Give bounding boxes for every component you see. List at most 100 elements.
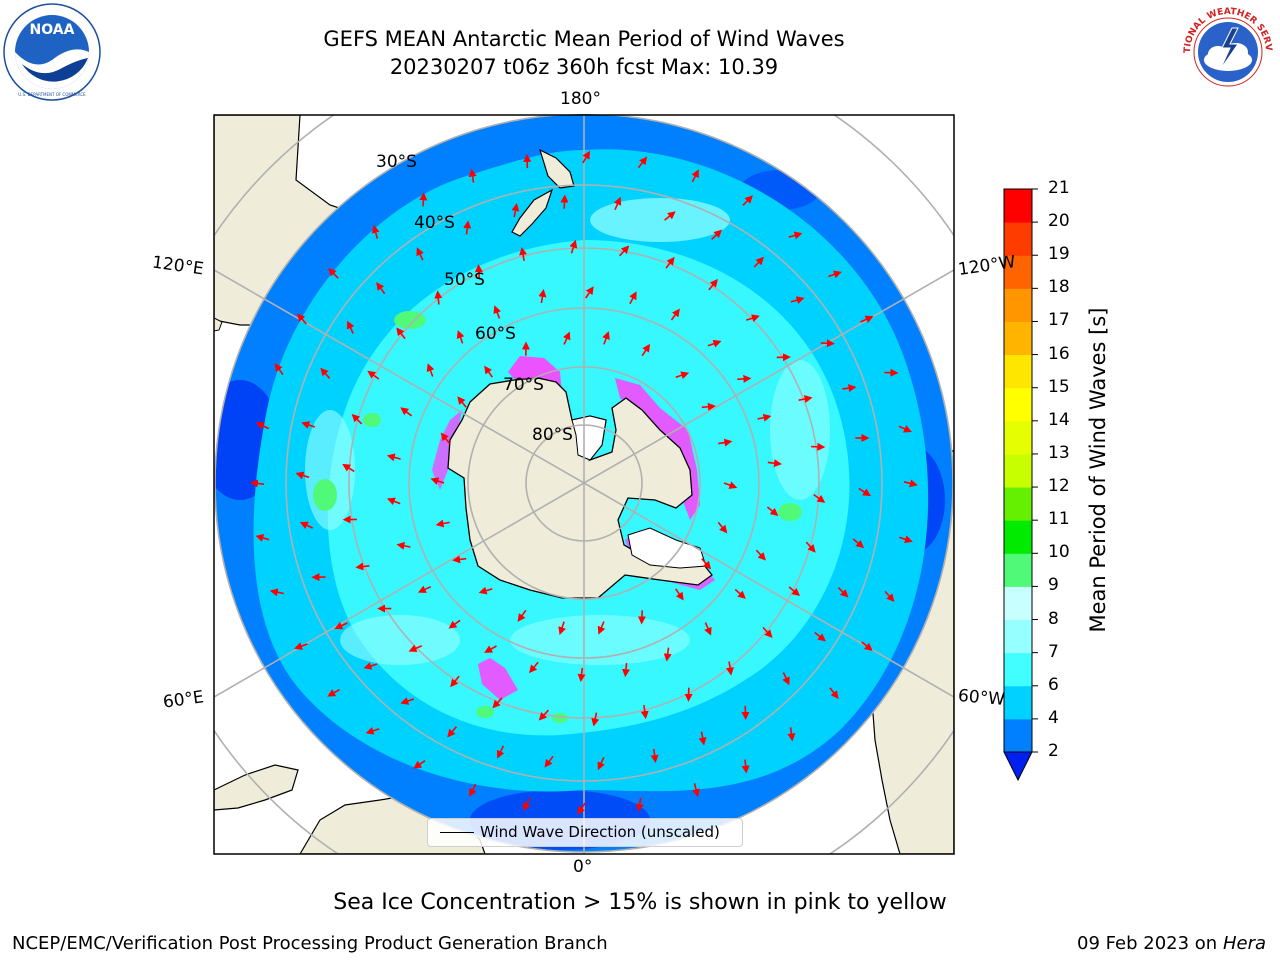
wave-direction-arrow: [452, 555, 467, 564]
wave-direction-arrow: [447, 726, 458, 738]
lat-label-70s: 70°S: [503, 375, 544, 395]
colorbar-segment: [1004, 321, 1032, 356]
wave-direction-arrow: [274, 363, 284, 376]
wave-direction-arrow: [523, 797, 531, 811]
wave-direction-arrow: [430, 477, 445, 485]
wave-direction-arrow: [665, 256, 675, 269]
wave-direction-arrow: [295, 471, 310, 480]
colorbar-segment: [1004, 553, 1032, 587]
wave-direction-arrow: [365, 727, 380, 735]
wave-direction-arrow: [746, 314, 760, 322]
wave-direction-arrow: [434, 290, 443, 305]
wave-direction-arrow: [342, 463, 355, 473]
wave-direction-arrow: [417, 585, 432, 593]
wave-direction-arrow: [635, 797, 644, 812]
wave-direction-arrow: [497, 745, 505, 759]
wave-direction-arrow: [363, 662, 378, 670]
wave-direction-arrow: [474, 264, 483, 279]
wave-direction-arrow: [585, 286, 594, 299]
wave-direction-arrow: [249, 479, 265, 488]
wave-direction-arrow: [613, 196, 622, 211]
wave-direction-arrow: [701, 558, 712, 570]
colorbar: [1003, 188, 1038, 782]
wave-direction-arrow: [435, 519, 450, 528]
wave-direction-arrow: [788, 586, 801, 597]
wave-direction-arrow: [529, 661, 539, 674]
wave-direction-arrow: [757, 413, 772, 422]
wave-direction-arrow: [858, 487, 872, 497]
lat-label-40s: 40°S: [414, 213, 455, 233]
colorbar-tick-label: 15: [1048, 376, 1070, 397]
wave-direction-arrow: [511, 203, 520, 218]
wave-direction-arrow: [701, 402, 716, 411]
wave-direction-arrow: [562, 331, 571, 345]
nws-logo: NATIONAL WEATHER SERVICE: [1178, 2, 1276, 100]
colorbar-segment: [1004, 387, 1032, 422]
wave-direction-arrow: [269, 588, 284, 597]
wave-direction-arrow: [484, 365, 493, 378]
noaa-logo: NOAA U.S. DEPARTMENT OF COMMERCE: [3, 3, 101, 101]
wave-direction-arrow: [691, 169, 699, 183]
wave-direction-arrow: [762, 626, 773, 638]
colorbar-tick-label: 8: [1048, 608, 1059, 629]
wind-wave-direction-arrows: [249, 150, 918, 815]
wave-direction-arrow: [416, 247, 424, 261]
colorbar-segment: [1004, 222, 1032, 256]
svg-text:U.S. DEPARTMENT OF COMMERCE: U.S. DEPARTMENT OF COMMERCE: [18, 92, 86, 97]
wave-direction-arrow: [297, 313, 307, 325]
colorbar-tick-label: 6: [1048, 674, 1059, 695]
wave-direction-arrow: [558, 621, 566, 636]
wave-direction-arrow: [790, 296, 805, 304]
wave-direction-arrow: [334, 621, 348, 630]
lon-label-60w: 60°W: [957, 685, 1006, 711]
wave-direction-arrow: [376, 282, 386, 295]
wave-direction-arrow: [755, 549, 766, 561]
wave-direction-arrow: [742, 195, 753, 206]
wave-direction-arrow: [704, 622, 712, 636]
wave-direction-arrow: [637, 156, 648, 169]
wave-direction-arrow: [621, 662, 630, 678]
lat-label-80s: 80°S: [532, 425, 573, 445]
colorbar-extend-triangle: [1003, 751, 1033, 782]
wave-direction-arrow: [650, 748, 659, 764]
wave-direction-arrow: [299, 521, 314, 530]
colorbar-tick-label: 2: [1048, 741, 1059, 761]
plot-title: GEFS MEAN Antarctic Mean Period of Wind …: [323, 27, 845, 51]
wave-direction-arrow: [602, 331, 610, 345]
wave-direction-arrow: [753, 256, 765, 268]
wave-direction-arrow: [640, 704, 649, 720]
colorbar-segment: [1004, 487, 1032, 521]
wave-direction-arrow: [898, 425, 912, 433]
wave-direction-arrow: [457, 396, 467, 408]
colorbar-tick-label: 14: [1048, 409, 1070, 430]
colorbar-segment: [1004, 685, 1032, 720]
wave-direction-arrow: [860, 315, 874, 324]
colorbar-segment: [1004, 255, 1032, 289]
legend-label: Wind Wave Direction (unscaled): [480, 823, 720, 841]
wave-direction-arrow: [718, 438, 733, 447]
wave-direction-arrow: [741, 759, 750, 774]
wave-direction-arrow: [805, 541, 816, 553]
sea-ice-caption: Sea Ice Concentration > 15% is shown in …: [333, 890, 947, 915]
wave-direction-arrow: [708, 278, 718, 291]
wave-direction-arrow: [782, 672, 790, 686]
plot-subtitle: 20230207 t06z 360h fcst Max: 10.39: [389, 55, 779, 79]
wave-direction-arrow: [413, 760, 426, 769]
lon-label-180: 180°: [560, 89, 601, 109]
wave-direction-arrow: [346, 320, 355, 334]
graticule: [214, 115, 954, 854]
wave-direction-arrow: [255, 422, 270, 430]
wave-direction-arrow: [400, 407, 413, 417]
colorbar-segment: [1004, 586, 1032, 621]
wave-direction-arrow: [450, 675, 460, 688]
colorbar-tick-label: 17: [1048, 310, 1070, 331]
wave-direction-arrow: [597, 756, 605, 771]
wave-direction-arrow: [560, 194, 569, 209]
colorbar-segment: [1004, 354, 1032, 389]
map-legend: Wind Wave Direction (unscaled): [427, 818, 743, 847]
wave-direction-arrow: [478, 586, 493, 595]
colorbar-segment: [1004, 520, 1032, 554]
wave-direction-arrow: [670, 308, 680, 321]
wave-direction-arrow: [734, 588, 746, 599]
wave-direction-arrow: [698, 731, 707, 746]
